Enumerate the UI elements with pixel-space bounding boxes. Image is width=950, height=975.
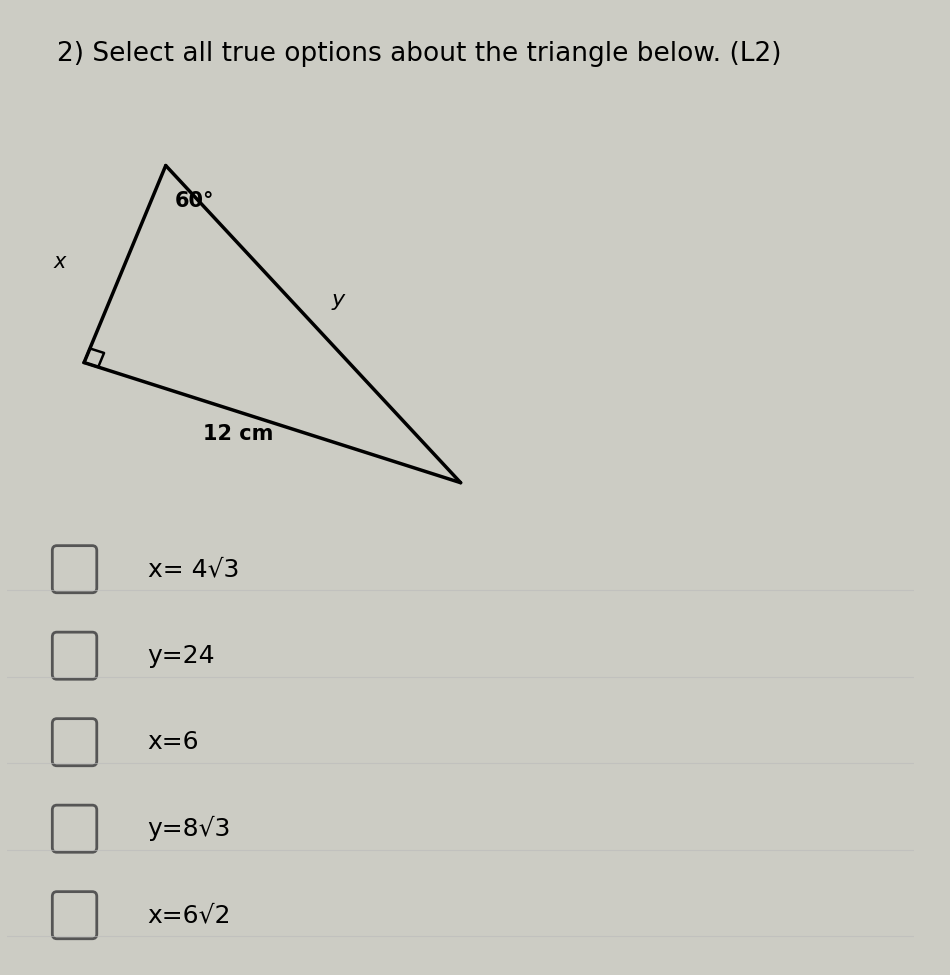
FancyBboxPatch shape xyxy=(52,632,97,680)
Text: x= 4√3: x= 4√3 xyxy=(147,557,239,581)
FancyBboxPatch shape xyxy=(52,546,97,593)
Text: 60°: 60° xyxy=(175,191,215,212)
Text: 2) Select all true options about the triangle below. (L2): 2) Select all true options about the tri… xyxy=(57,41,781,66)
Text: x=6√2: x=6√2 xyxy=(147,903,231,927)
Text: y=24: y=24 xyxy=(147,644,216,668)
Text: y=8√3: y=8√3 xyxy=(147,816,231,841)
Text: y: y xyxy=(332,291,345,310)
Text: 12 cm: 12 cm xyxy=(203,424,274,444)
FancyBboxPatch shape xyxy=(52,892,97,939)
FancyBboxPatch shape xyxy=(52,719,97,765)
Text: x=6: x=6 xyxy=(147,730,200,755)
Text: x: x xyxy=(53,252,66,272)
FancyBboxPatch shape xyxy=(52,805,97,852)
